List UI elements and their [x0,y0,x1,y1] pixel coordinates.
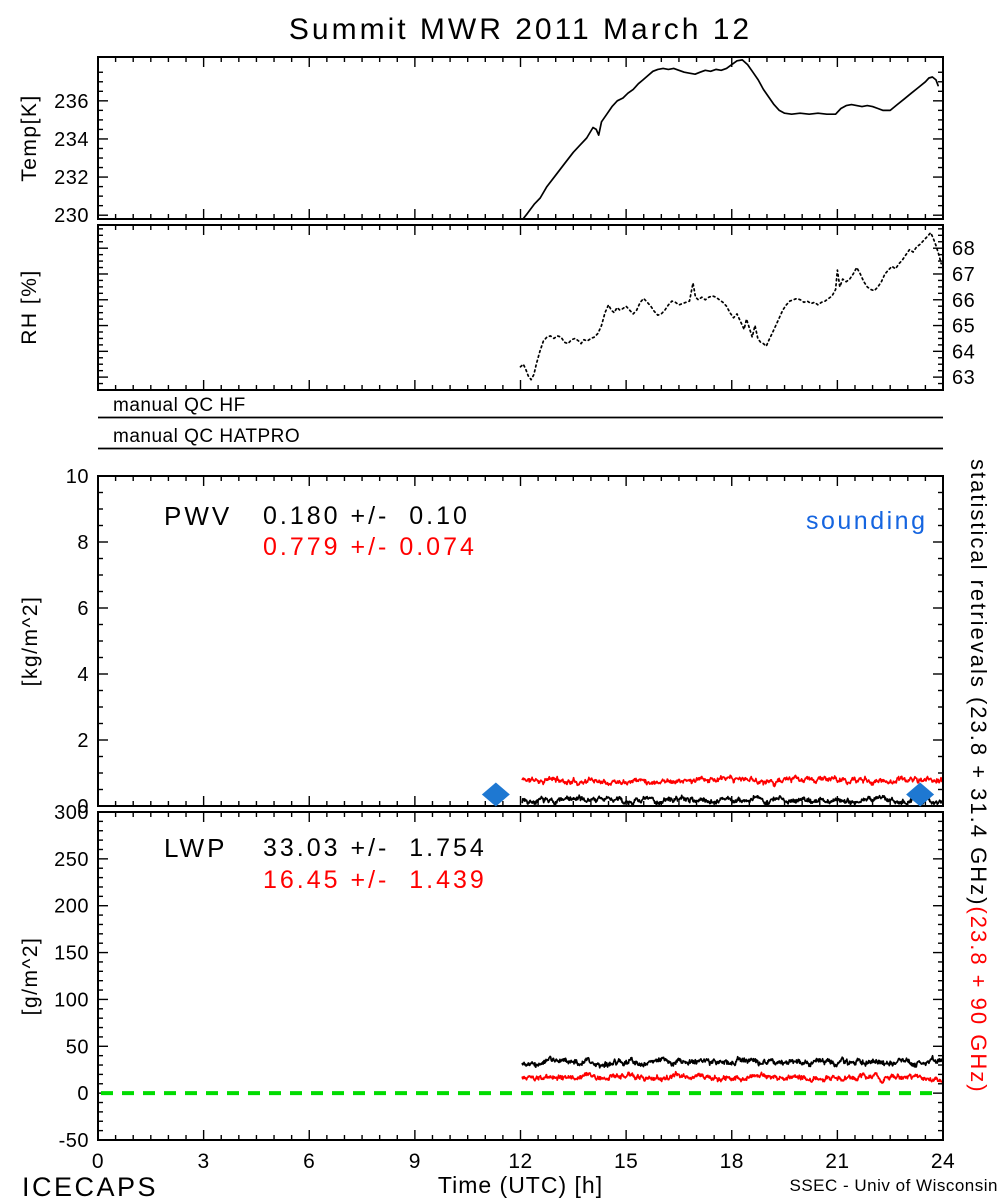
temp-ytick-label: 234 [54,129,89,151]
pwv-stat-red: 0.779 +/- 0.074 [263,533,477,561]
pwv-ytick-label: 2 [77,730,89,752]
rh-ytick-label: 65 [952,316,975,338]
lwp-ytick-label: 150 [54,943,89,965]
xtick-label: 9 [409,1150,421,1173]
pwv-23.8-90GHz [521,774,942,788]
right-axis-annotation: statistical retrievals (23.8 + 31.4 GHz)… [965,459,991,1094]
pwv-ytick-label: 10 [66,466,89,488]
pwv-ytick-label: 4 [77,664,89,686]
qc-hatpro-label: manual QC HATPRO [113,426,301,447]
lwp-stat-black: 33.03 +/- 1.754 [263,834,487,862]
lwp-ytick-label: -50 [59,1130,89,1152]
relative-humidity [519,231,942,381]
lwp-ytick-label: 100 [54,989,89,1011]
rh-ytick-label: 66 [952,290,975,312]
temp-panel: 230 232 234 236 [54,56,944,227]
footer-project: ICECAPS [22,1172,159,1200]
page-title: Summit MWR 2011 March 12 [288,13,753,46]
rh-ytick-label: 64 [952,341,975,363]
retrieval-channels-red: (23.8 + 90 GHz) [966,906,991,1094]
pwv-stat-black: 0.180 +/- 0.10 [263,502,470,530]
temp-frame [97,56,944,220]
lwp-ytick-label: 0 [77,1083,89,1105]
pwv-stats-title: PWV [164,501,233,531]
footer-credit: SSEC - Univ of Wisconsin [789,1176,998,1195]
lwp-stats-title: LWP [164,833,228,863]
xtick-label: 0 [92,1150,104,1173]
pwv-ytick-label: 6 [77,598,89,620]
pwv-panel: 0 2 4 6 8 10 [66,466,944,818]
lwp-ytick-label: 250 [54,849,89,871]
lwp-stat-red: 16.45 +/- 1.439 [263,866,487,894]
temp-y-axis-label: Temp[K] [18,94,41,182]
rh-ytick-label: 63 [952,367,975,389]
pwv-23.8-31.4GHz [521,794,942,805]
xtick-label: 18 [720,1150,744,1173]
air-temperature [522,59,939,218]
sounding-pwv-marker [481,782,510,807]
xtick-label: 6 [303,1150,315,1173]
xtick-label: 3 [198,1150,210,1173]
x-axis-title: Time (UTC) [h] [437,1172,604,1198]
xtick-label: 15 [614,1150,638,1173]
pwv-y-axis-label: [kg/m^2] [19,595,42,687]
lwp-ytick-label: 200 [54,896,89,918]
pwv-ytick-label: 8 [77,532,89,554]
sounding-pwv-marker [906,782,935,807]
pwv-ytick-label: 0 [77,796,89,818]
sounding-legend: sounding [806,507,928,535]
xtick-label: 24 [931,1150,955,1173]
lwp-y-axis-label: [g/m^2] [19,936,42,1016]
rh-ytick-label: 68 [952,238,975,260]
xtick-label: 21 [825,1150,849,1173]
lwp-ytick-label: 300 [54,802,89,824]
rh-y-axis-label: RH [%] [18,269,41,345]
lwp-ytick-label: 50 [66,1036,89,1058]
temp-ytick-label: 230 [54,205,89,227]
temp-ytick-label: 232 [54,167,89,189]
rh-panel: 63 64 65 66 67 68 [97,224,975,391]
rh-ytick-label: 67 [952,264,975,286]
lwp-23.8-90GHz [521,1070,942,1084]
lwp-23.8-31.4GHz [521,1054,942,1069]
xtick-label: 12 [508,1150,532,1173]
qc-hf-label: manual QC HF [113,395,246,416]
temp-ytick-label: 236 [54,91,89,113]
rh-frame [97,224,944,391]
retrieval-channels-black: statistical retrievals (23.8 + 31.4 GHz) [966,459,991,907]
